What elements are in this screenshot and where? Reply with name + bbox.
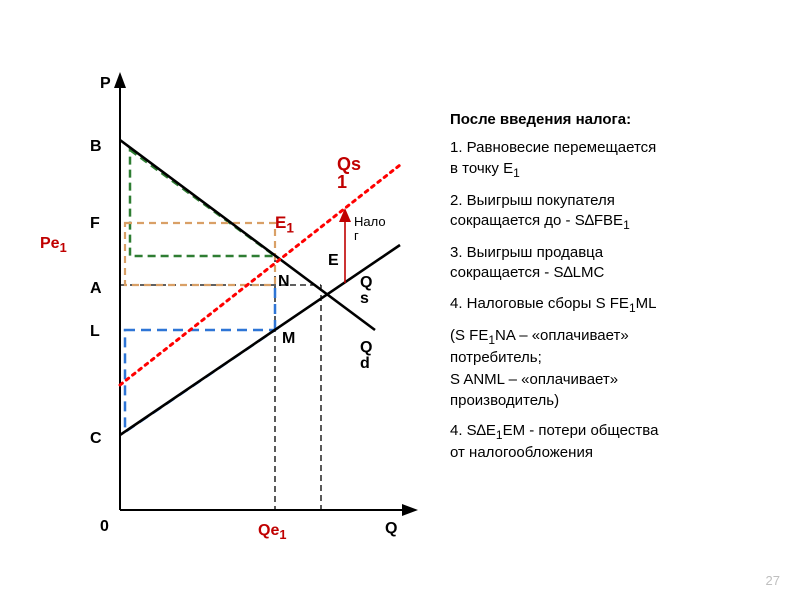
label-N: N <box>278 273 290 291</box>
label-P: P <box>100 75 111 93</box>
text-p7: 4. S∆E1EM - потери общества от налогообл… <box>450 421 780 463</box>
label-E1: E1 <box>275 213 294 235</box>
label-Q: Q <box>385 520 397 538</box>
tax-revenue-upper-rect <box>125 223 275 285</box>
label-Pe1: Pe1 <box>40 235 67 255</box>
text-p6: S ANML – «оплачивает» производитель) <box>450 370 780 411</box>
text-p2: 2. Выигрыш покупателя сокращается до - S… <box>450 191 780 233</box>
text-p1: 1. Равновесие перемещается в точку E1 <box>450 138 780 180</box>
page-number: 27 <box>766 573 780 588</box>
producer-surplus-triangle <box>125 288 275 432</box>
tax-incidence-chart: P B F Pe1 A L C 0 Qe1 Q E1 N E M Qs 1 На… <box>30 40 440 560</box>
label-C: C <box>90 430 102 448</box>
explanation-text: После введения налога: 1. Равновесие пер… <box>450 110 780 473</box>
label-E: E <box>328 252 339 270</box>
label-M: M <box>282 330 295 348</box>
label-Qe1: Qe1 <box>258 522 286 542</box>
label-Qd: Q d <box>360 340 372 372</box>
text-p3: 3. Выигрыш продавца сокращается - S∆LMC <box>450 243 780 284</box>
text-title: После введения налога: <box>450 110 780 130</box>
label-origin: 0 <box>100 518 109 536</box>
label-A: A <box>90 280 102 298</box>
text-p4: 4. Налоговые сборы S FE1ML <box>450 294 780 316</box>
text-p5: (S FE1NA – «оплачивает» потребитель; <box>450 326 780 368</box>
label-Qs: Q s <box>360 275 372 307</box>
label-nalog: Нало г <box>354 215 386 244</box>
tax-arrow <box>339 208 351 283</box>
chart-svg <box>30 40 440 560</box>
label-B: B <box>90 138 102 156</box>
label-F: F <box>90 215 100 233</box>
label-L: L <box>90 323 100 341</box>
dashed-guides <box>120 256 321 510</box>
label-Qs1: Qs 1 <box>337 155 361 191</box>
slide: P B F Pe1 A L C 0 Qe1 Q E1 N E M Qs 1 На… <box>0 0 800 600</box>
